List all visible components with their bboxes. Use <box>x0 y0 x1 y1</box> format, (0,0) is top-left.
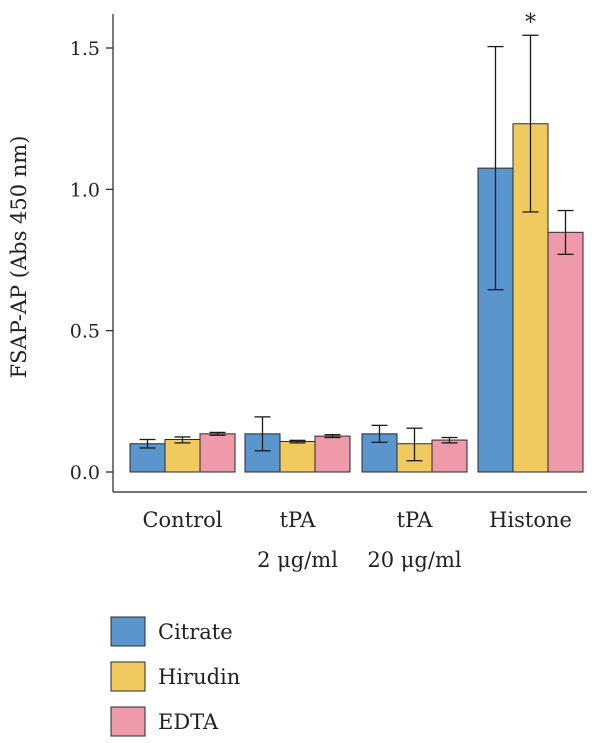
bar-edta <box>199 433 236 473</box>
legend: Citrate Hirudin EDTA <box>110 616 240 737</box>
error-bars <box>139 34 574 462</box>
legend-swatch-citrate <box>110 616 146 647</box>
y-axis-title: FSAP-AP (Abs 450 nm) <box>7 136 31 379</box>
x-group-sublabel: 2 μg/ml <box>257 548 338 572</box>
x-tick-label: Histone <box>489 508 572 532</box>
legend-label: EDTA <box>158 710 219 734</box>
x-tick-label: tPA <box>397 508 434 532</box>
y-tick-label: 0.5 <box>70 321 100 343</box>
axis-labels: 0.0 0.5 1.0 1.5 * Control tPA tPA Histone 2 μg/ml… <box>70 10 572 572</box>
legend-swatch-hirudin <box>110 661 146 692</box>
significance-marker: * <box>525 10 536 35</box>
bar-hirudin <box>164 438 201 473</box>
y-tick-label: 1.5 <box>70 38 100 60</box>
legend-label: Hirudin <box>158 665 240 689</box>
x-tick-label: Control <box>142 508 222 532</box>
x-tick-label: tPA <box>280 508 317 532</box>
bar-edta <box>547 231 584 473</box>
bar-edta <box>431 439 468 473</box>
legend-swatch-edta <box>110 706 146 737</box>
legend-label: Citrate <box>158 620 233 644</box>
x-group-sublabel: 20 μg/ml <box>367 548 461 572</box>
y-tick-label: 0.0 <box>70 462 100 484</box>
y-tick-label: 1.0 <box>70 179 100 201</box>
bars <box>129 123 584 473</box>
axes <box>106 14 587 493</box>
bar-hirudin <box>279 440 316 473</box>
bar-edta <box>314 435 351 473</box>
